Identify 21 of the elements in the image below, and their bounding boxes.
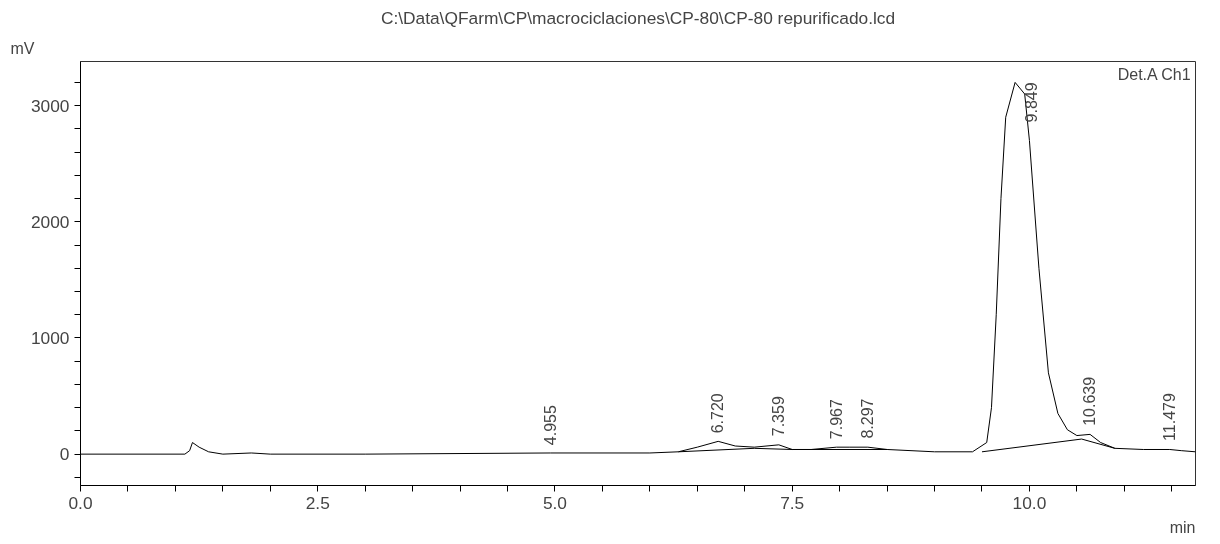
x-axis-title: min [1169,518,1196,536]
annotation: 7.359 [769,396,787,437]
annotation: 4.955 [541,405,559,446]
x-tick-label: 0.0 [68,492,93,513]
chart-title: C:\Data\QFarm\CP\macrociclaciones\CP-80\CP-80 repurificado.lcd [380,7,896,28]
y-axis-title: mV [10,39,35,57]
annotation: 10.639 [1081,376,1099,426]
annotation: 9.849 [1023,82,1041,123]
y-tick-label: 0 [59,444,70,465]
annotation: 6.720 [709,393,727,434]
y-tick-label: 1000 [30,327,70,348]
x-tick-label: 7.5 [780,492,805,513]
y-tick-label: 3000 [30,95,70,116]
annotation: Det.A Ch1 [1117,65,1191,83]
x-tick-label: 5.0 [542,492,568,513]
x-tick-label: 10.0 [1012,492,1047,513]
annotation: 7.967 [827,399,845,440]
annotation: 8.297 [858,398,876,439]
annotation: 11.479 [1160,393,1178,441]
x-tick-label: 2.5 [305,492,330,513]
y-tick-label: 2000 [30,211,70,232]
